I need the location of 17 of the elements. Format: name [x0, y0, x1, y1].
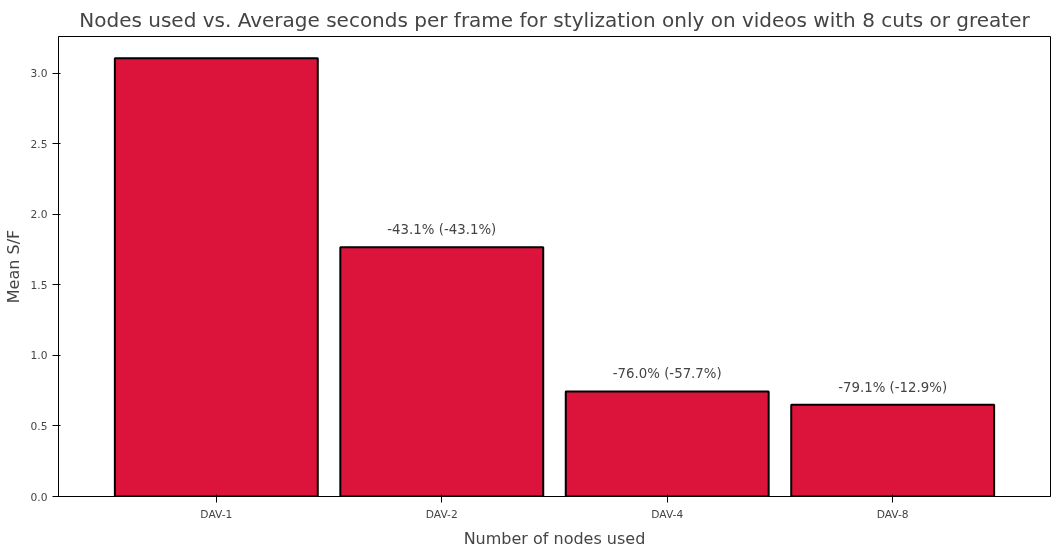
annotation: -79.1% (-12.9%): [838, 379, 948, 395]
x-tick-label: DAV-8: [876, 507, 909, 521]
y-tick-label: 0.5: [30, 419, 48, 433]
annotation: -76.0% (-57.7%): [612, 366, 722, 382]
y-tick-label: 2.5: [30, 137, 48, 151]
y-tick-label: 0.0: [30, 490, 48, 504]
y-tick-label: 1.0: [30, 349, 48, 363]
x-tick-label: DAV-2: [425, 507, 458, 521]
y-tick-label: 1.5: [30, 278, 48, 292]
y-tick-label: 3.0: [30, 67, 48, 81]
x-tick-label: DAV-1: [200, 507, 233, 521]
x-axis-title: Number of nodes used: [463, 528, 646, 548]
x-tick-label: DAV-4: [651, 507, 684, 521]
annotation: -43.1% (-43.1%): [387, 222, 497, 238]
y-axis-title: Mean S/F: [3, 229, 23, 304]
chart-title: Nodes used vs. Average seconds per frame for stylization only on videos with 8 cuts or greater: [79, 7, 1031, 32]
y-tick-label: 2.0: [30, 208, 48, 222]
